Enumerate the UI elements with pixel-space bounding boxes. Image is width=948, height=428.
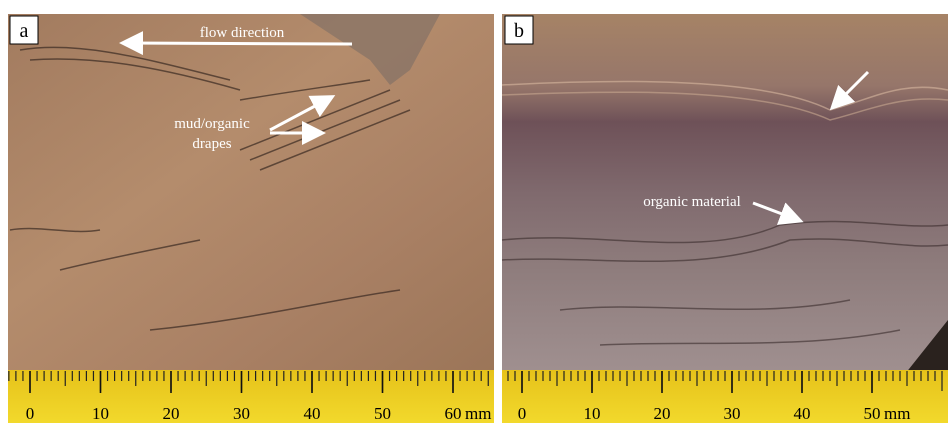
ruler-label: 0 xyxy=(518,404,527,423)
ruler-label: 50 xyxy=(864,404,881,423)
panel-b: organic material b xyxy=(502,14,948,423)
panel-label: b xyxy=(514,20,524,42)
annotation: flow direction xyxy=(200,25,285,41)
annotation: mud/organic xyxy=(174,116,250,132)
panel-a: flow direction mud/organic drapes a xyxy=(8,14,494,423)
ruler-label: 20 xyxy=(654,404,671,423)
ruler xyxy=(8,370,494,423)
ruler-label: 0 xyxy=(26,404,35,423)
ruler-unit: mm xyxy=(465,404,491,423)
ruler-label: 60 xyxy=(445,404,462,423)
arrow xyxy=(125,43,352,44)
ruler-label: 30 xyxy=(724,404,741,423)
annotation: drapes xyxy=(192,136,231,152)
figure: flow direction mud/organic drapes a orga… xyxy=(0,0,948,423)
annotation: organic material xyxy=(643,194,741,210)
ruler-label: 10 xyxy=(92,404,109,423)
ruler-label: 10 xyxy=(584,404,601,423)
ruler-label: 30 xyxy=(233,404,250,423)
panel-label: a xyxy=(20,20,29,42)
ruler-unit: mm xyxy=(884,404,910,423)
ruler-label: 40 xyxy=(794,404,811,423)
page: flow direction mud/organic drapes a orga… xyxy=(0,0,948,423)
ruler-label: 40 xyxy=(304,404,321,423)
ruler-label: 50 xyxy=(374,404,391,423)
ruler-label: 20 xyxy=(163,404,180,423)
photo xyxy=(8,14,494,374)
